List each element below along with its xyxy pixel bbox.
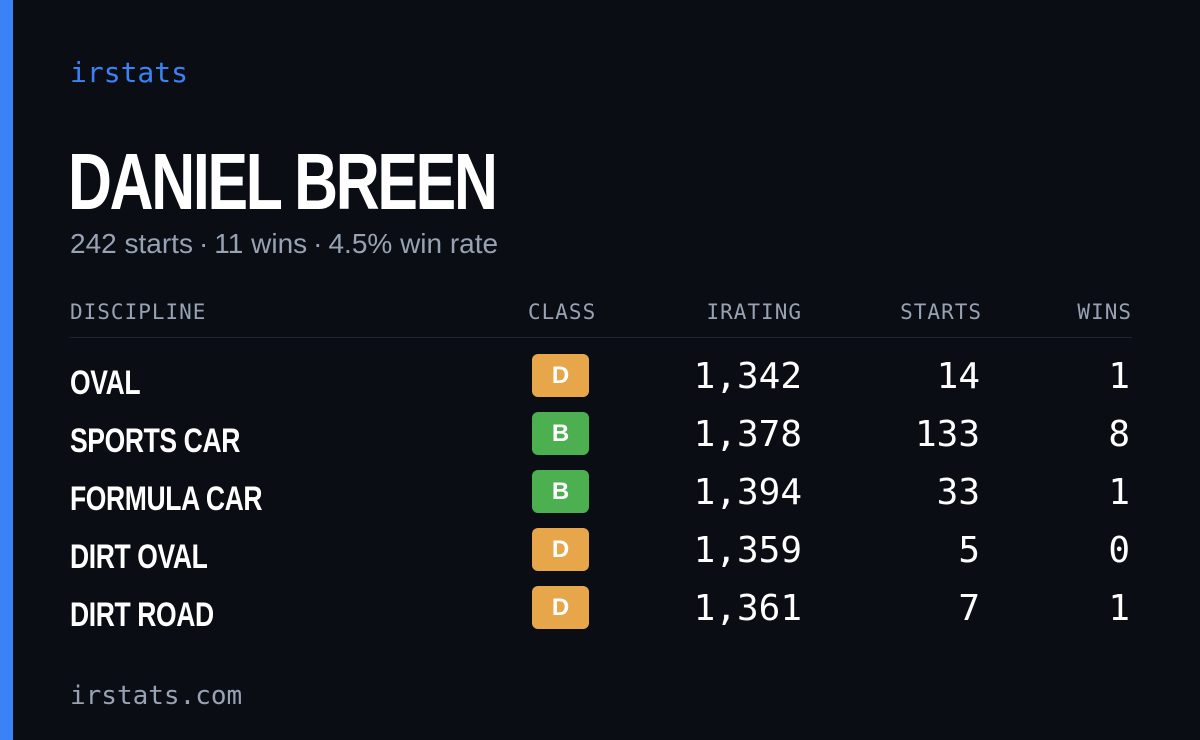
header-discipline: DISCIPLINE xyxy=(70,300,207,324)
table-row: DIRT ROAD D 1,361 7 1 xyxy=(70,586,1132,644)
class-badge: D xyxy=(532,354,589,397)
win-rate-summary: 4.5% win rate xyxy=(328,228,499,259)
irating-value: 1,342 xyxy=(693,356,802,397)
header-starts: STARTS xyxy=(900,300,982,324)
irating-value: 1,394 xyxy=(693,472,802,513)
irating-value: 1,361 xyxy=(693,588,802,629)
discipline-name: DIRT ROAD xyxy=(70,596,214,634)
starts-value: 133 xyxy=(914,414,980,455)
header-wins: WINS xyxy=(1077,300,1132,324)
wins-value: 1 xyxy=(1108,472,1130,513)
table-header: DISCIPLINE CLASS IRATING STARTS WINS xyxy=(70,300,1132,338)
driver-name: DANIEL BREEN xyxy=(68,137,498,226)
class-badge: B xyxy=(532,470,589,513)
starts-value: 14 xyxy=(936,356,980,397)
header-irating: IRATING xyxy=(706,300,802,324)
brand-name: irstats xyxy=(70,56,189,89)
starts-summary: 242 starts xyxy=(70,228,193,259)
accent-bar xyxy=(0,0,13,740)
discipline-name: FORMULA CAR xyxy=(70,480,263,518)
driver-summary: 242 starts · 11 wins · 4.5% win rate xyxy=(70,228,498,260)
starts-value: 7 xyxy=(958,588,980,629)
table-row: FORMULA CAR B 1,394 33 1 xyxy=(70,470,1132,528)
class-badge: D xyxy=(532,528,589,571)
discipline-name: SPORTS CAR xyxy=(70,422,240,460)
irating-value: 1,359 xyxy=(693,530,802,571)
wins-summary: 11 wins xyxy=(214,228,308,259)
table-row: OVAL D 1,342 14 1 xyxy=(70,354,1132,412)
starts-value: 33 xyxy=(936,472,980,513)
discipline-name: OVAL xyxy=(70,364,141,402)
footer-url: irstats.com xyxy=(70,681,243,711)
header-class: CLASS xyxy=(528,300,597,324)
wins-value: 0 xyxy=(1108,530,1130,571)
irating-value: 1,378 xyxy=(693,414,802,455)
wins-value: 1 xyxy=(1108,588,1130,629)
wins-value: 8 xyxy=(1108,414,1130,455)
table-row: DIRT OVAL D 1,359 5 0 xyxy=(70,528,1132,586)
class-badge: D xyxy=(532,586,589,629)
discipline-name: DIRT OVAL xyxy=(70,538,208,576)
class-badge: B xyxy=(532,412,589,455)
summary-separator: · xyxy=(313,228,323,259)
summary-separator: · xyxy=(198,228,209,259)
starts-value: 5 xyxy=(958,530,980,571)
table-row: SPORTS CAR B 1,378 133 8 xyxy=(70,412,1132,470)
wins-value: 1 xyxy=(1108,356,1130,397)
